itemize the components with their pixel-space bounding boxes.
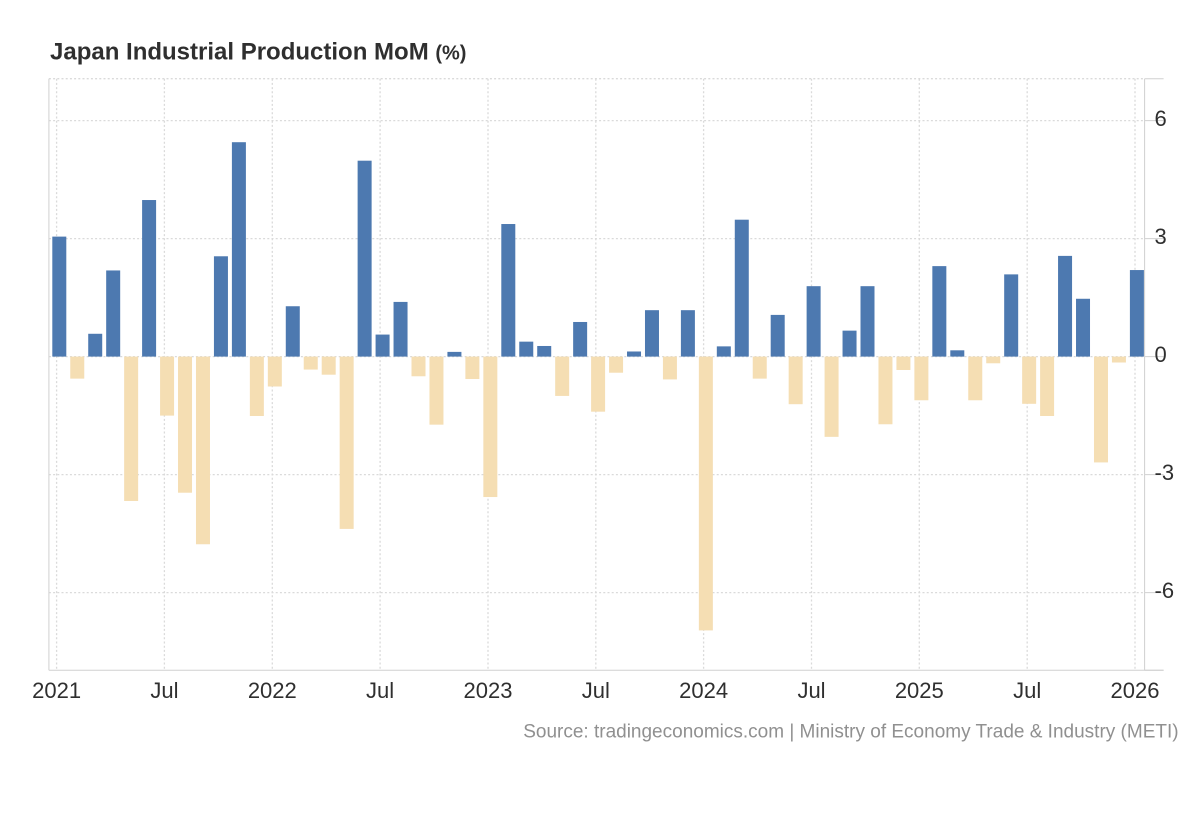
svg-text:2023: 2023 <box>464 678 513 703</box>
svg-text:2021: 2021 <box>32 678 81 703</box>
svg-text:3: 3 <box>1155 224 1167 249</box>
svg-text:Jul: Jul <box>582 678 610 703</box>
svg-text:2022: 2022 <box>248 678 297 703</box>
svg-text:2026: 2026 <box>1111 678 1160 703</box>
svg-text:Source: tradingeconomics.com |: Source: tradingeconomics.com | Ministry … <box>523 722 1178 743</box>
svg-text:Jul: Jul <box>150 678 178 703</box>
svg-text:0: 0 <box>1155 342 1167 367</box>
svg-text:Jul: Jul <box>1013 678 1041 703</box>
svg-text:-3: -3 <box>1155 460 1175 485</box>
svg-text:Jul: Jul <box>366 678 394 703</box>
svg-text:6: 6 <box>1155 106 1167 131</box>
svg-text:Jul: Jul <box>797 678 825 703</box>
svg-text:2025: 2025 <box>895 678 944 703</box>
svg-text:2024: 2024 <box>679 678 728 703</box>
svg-text:-6: -6 <box>1155 578 1175 603</box>
svg-text:Japan Industrial Production Mo: Japan Industrial Production MoM (%) <box>50 39 466 66</box>
